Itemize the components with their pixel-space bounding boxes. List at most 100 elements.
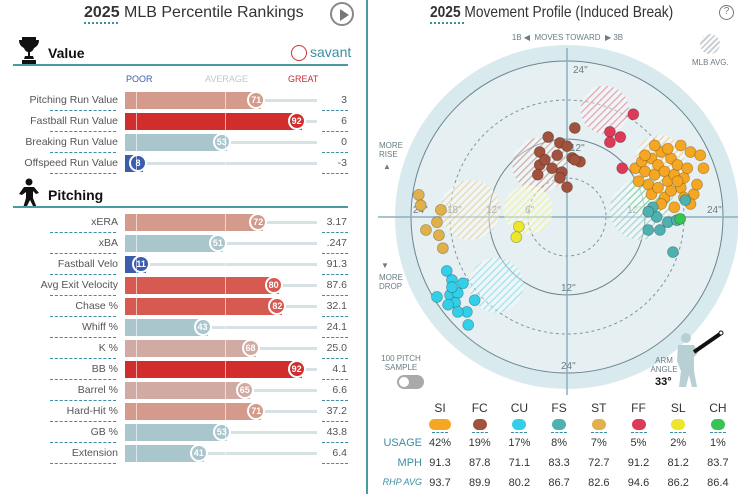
pitch-point-st[interactable] (435, 203, 447, 216)
percentile-bubble: 72 (249, 213, 268, 231)
percentile-bar (125, 361, 302, 378)
percentile-bubble: 65 (235, 381, 254, 399)
percentile-bubble: 71 (247, 91, 266, 109)
percentile-bubble: 71 (247, 402, 266, 420)
pitch-point-fs[interactable] (667, 246, 679, 259)
pitch-point-cu[interactable] (446, 281, 458, 294)
usage-value: 2% (670, 437, 687, 449)
pitch-point-si[interactable] (661, 142, 674, 155)
metric-value: 6.4 (332, 447, 347, 459)
pitch-point-fc[interactable] (538, 153, 551, 166)
pitch-point-fc[interactable] (561, 140, 573, 153)
year-selector[interactable]: 2025 (84, 4, 120, 21)
row-divider (322, 358, 348, 359)
pitch-point-fs[interactable] (650, 211, 663, 223)
pitch-point-fs[interactable] (679, 194, 692, 207)
pitch-point-sl[interactable] (510, 231, 523, 244)
pitch-point-si[interactable] (639, 165, 651, 178)
pitch-point-st[interactable] (436, 242, 449, 255)
pitch-point-cu[interactable] (442, 298, 454, 311)
pitch-point-fc[interactable] (542, 131, 555, 143)
pitch-point-cu[interactable] (440, 265, 453, 277)
average-line (225, 87, 226, 173)
pitch-point-fc[interactable] (546, 162, 558, 175)
percentile-bar (125, 113, 302, 130)
pitch-point-si[interactable] (665, 185, 677, 197)
pitch-point-sl[interactable] (512, 220, 525, 233)
pitch-point-fc[interactable] (561, 181, 573, 194)
pitch-point-si[interactable] (632, 175, 645, 188)
pitch-point-fc[interactable] (568, 122, 581, 134)
pitch-point-cu[interactable] (462, 318, 475, 331)
rhp-avg-value: 93.7 (429, 477, 451, 489)
pitch-point-fc[interactable] (568, 153, 581, 166)
pitch-code: FS (551, 401, 567, 415)
pitch-point-si[interactable] (671, 175, 684, 188)
pitch-point-si[interactable] (639, 149, 651, 162)
pitch-color-swatch (472, 419, 487, 430)
pitch-point-si[interactable] (674, 139, 687, 152)
percentile-bubble: 43 (193, 318, 212, 336)
percentile-bar (125, 340, 256, 357)
pitch-point-ff[interactable] (603, 136, 616, 149)
metric-label: Extension (71, 447, 118, 459)
row-divider (322, 232, 348, 233)
pitch-point-si[interactable] (694, 149, 707, 162)
pitch-point-cu[interactable] (431, 291, 443, 303)
pitch-point-fc[interactable] (533, 146, 546, 158)
row-divider (322, 337, 348, 338)
sample-toggle[interactable] (397, 375, 424, 389)
pitch-point-st[interactable] (412, 188, 425, 201)
pitch-point-fs[interactable] (654, 224, 666, 236)
pitch-point-ff[interactable] (627, 108, 640, 121)
pitch-point-si[interactable] (648, 168, 661, 181)
pitch-point-cu[interactable] (468, 294, 481, 307)
pitch-point-cu[interactable] (457, 277, 469, 290)
pitch-point-si[interactable] (642, 178, 655, 191)
scale-great: GREAT (288, 74, 319, 84)
pitch-point-ff[interactable] (614, 131, 627, 143)
year-selector[interactable]: 2025 (430, 4, 461, 21)
pitch-point-fc[interactable] (531, 168, 544, 181)
pitch-point-si[interactable] (648, 139, 661, 152)
pitch-point-fs[interactable] (642, 224, 655, 236)
percentile-bubble: 41 (189, 444, 208, 462)
pitch-point-si[interactable] (652, 181, 664, 194)
pitch-point-ff[interactable] (616, 162, 629, 175)
pitch-point-cu[interactable] (451, 305, 464, 318)
pitch-point-si[interactable] (691, 178, 703, 191)
metric-label: Breaking Run Value (25, 136, 118, 148)
percentile-bubble: 53 (212, 423, 231, 441)
metric-label: K % (98, 342, 118, 354)
pitch-point-st[interactable] (420, 224, 432, 236)
average-line (225, 212, 226, 462)
pitch-point-st[interactable] (414, 199, 427, 212)
row-divider (50, 358, 116, 359)
mlb-avg-swatch-icon (700, 34, 720, 54)
pitch-point-si[interactable] (684, 146, 697, 158)
pitch-point-si[interactable] (681, 162, 694, 175)
pitch-point-si[interactable] (671, 159, 684, 171)
pitch-point-ch[interactable] (674, 213, 687, 225)
percentile-bar (125, 92, 262, 109)
pitch-point-fc[interactable] (553, 172, 566, 184)
movement-chart: 24"12"12"24"24"18"12"6"12"24" (378, 45, 738, 395)
pitch-point-fs[interactable] (642, 205, 655, 218)
pitch-point-st[interactable] (431, 216, 443, 229)
pitch-point-ff[interactable] (603, 125, 616, 138)
row-divider (50, 173, 116, 174)
help-icon[interactable]: ? (719, 5, 734, 20)
percentile-track (125, 326, 317, 329)
metric-label: Pitching Run Value (29, 94, 118, 106)
play-icon[interactable] (330, 2, 354, 26)
row-divider (322, 316, 348, 317)
pitch-point-si[interactable] (658, 165, 671, 178)
pitch-point-si[interactable] (697, 162, 710, 175)
swatch-underline (432, 432, 448, 433)
pitch-point-st[interactable] (433, 229, 445, 242)
pitch-color-swatch (710, 419, 725, 430)
metric-label: Whiff % (82, 321, 118, 333)
metric-value: 43.8 (326, 426, 347, 438)
pitch-point-fc[interactable] (551, 149, 564, 162)
pitch-point-si[interactable] (668, 201, 681, 214)
